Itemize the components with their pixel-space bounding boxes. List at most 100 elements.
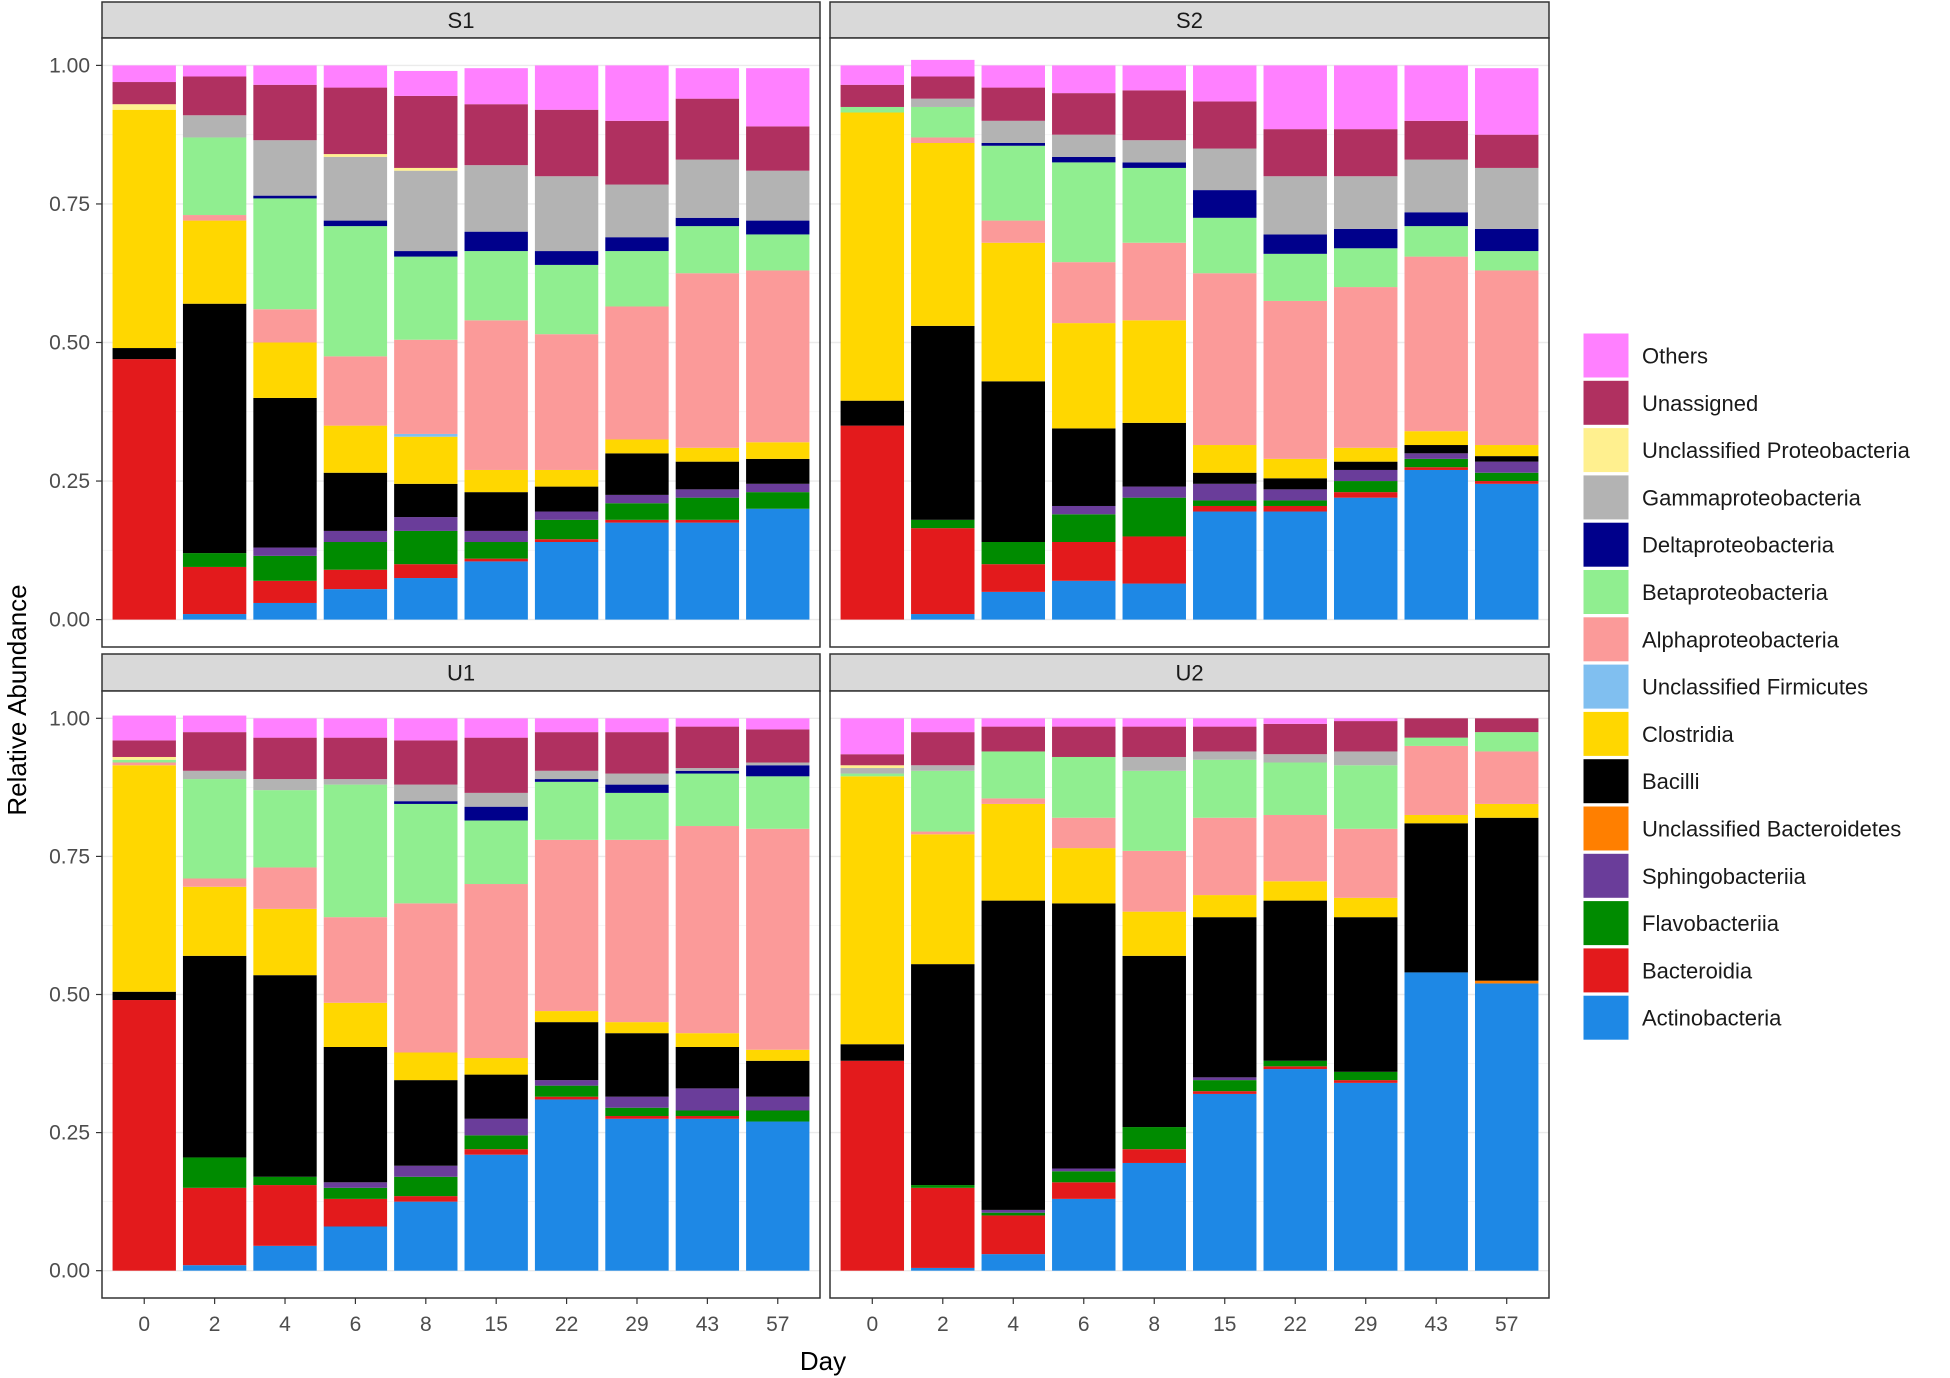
- bar-segment-others: [1193, 65, 1257, 102]
- bar-segment-flavobacteriia: [534, 1085, 599, 1097]
- bar-segment-others: [253, 65, 317, 85]
- bar-segment-actinobacteria: [1122, 1162, 1186, 1271]
- bar-segment-unclassified-firmicutes: [394, 433, 458, 437]
- bar-segment-others: [323, 65, 388, 88]
- y-tick-label: 1.00: [49, 54, 90, 77]
- bar-segment-flavobacteriia: [464, 542, 528, 559]
- bar-segment-unassigned: [464, 737, 528, 793]
- bar-segment-clostridia: [911, 834, 975, 965]
- bar-segment-unassigned: [981, 87, 1045, 121]
- x-tick-label: 2: [937, 1313, 949, 1336]
- bar-segment-unassigned: [746, 729, 810, 763]
- bar-segment-actinobacteria: [1474, 983, 1539, 1271]
- bar-segment-deltaproteobacteria: [394, 251, 458, 257]
- bar-segment-others: [534, 718, 599, 733]
- legend-key: [1582, 758, 1630, 805]
- x-tick-label: 43: [1425, 1313, 1448, 1336]
- bar-segment-clostridia: [323, 1002, 388, 1047]
- bar-segment-actinobacteria: [911, 614, 975, 620]
- bar-segment-gammaproteobacteria: [1334, 751, 1398, 766]
- bar-segment-betaproteobacteria: [675, 226, 740, 274]
- bar-segment-alphaproteobacteria: [675, 826, 740, 1034]
- bar-segment-others: [253, 718, 317, 738]
- bar-segment-others: [746, 718, 810, 730]
- bar-segment-others: [1122, 718, 1186, 727]
- bar-segment-flavobacteriia: [1474, 472, 1539, 482]
- panel-strip: [829, 653, 1550, 692]
- bar-segment-deltaproteobacteria: [534, 779, 599, 782]
- bar-segment-unassigned: [1404, 718, 1468, 738]
- bar-segment-bacilli: [464, 1074, 528, 1119]
- bar-segment-bacilli: [746, 458, 810, 484]
- bar-segment-flavobacteriia: [394, 530, 458, 565]
- bar-segment-deltaproteobacteria: [1193, 190, 1257, 218]
- bar-segment-clostridia: [253, 342, 317, 398]
- bar-segment-gammaproteobacteria: [464, 165, 528, 232]
- bar-segment-unassigned: [605, 732, 669, 774]
- bar-segment-sphingobacteriia: [394, 517, 458, 531]
- bar-segment-deltaproteobacteria: [1334, 228, 1398, 249]
- bar-segment-bacteroidia: [1263, 505, 1327, 512]
- bar-segment-gammaproteobacteria: [675, 768, 740, 771]
- bar-segment-actinobacteria: [1404, 972, 1468, 1271]
- bar-segment-alphaproteobacteria: [981, 220, 1045, 243]
- bar-day-22: [534, 65, 599, 620]
- bar-segment-bacilli: [746, 1060, 810, 1097]
- bar-segment-deltaproteobacteria: [1052, 156, 1116, 163]
- bar-segment-actinobacteria: [981, 1254, 1045, 1271]
- bar-segment-gammaproteobacteria: [1052, 134, 1116, 157]
- bar-day-8: [394, 718, 458, 1271]
- bar-segment-betaproteobacteria: [1052, 162, 1116, 263]
- bar-segment-alphaproteobacteria: [464, 884, 528, 1059]
- bar-day-57: [746, 718, 810, 1271]
- bar-day-6: [323, 718, 388, 1271]
- bar-segment-bacteroidia: [464, 1149, 528, 1155]
- legend-label: Others: [1642, 344, 1708, 369]
- bar-segment-bacteroidia: [1474, 481, 1539, 484]
- bar-segment-clostridia: [1122, 911, 1186, 956]
- x-tick-label: 6: [350, 1313, 362, 1336]
- bar-segment-clostridia: [746, 442, 810, 459]
- bar-segment-others: [112, 65, 176, 83]
- bar-segment-alphaproteobacteria: [1263, 300, 1327, 459]
- bar-segment-betaproteobacteria: [746, 234, 810, 271]
- legend-item-clostridia: Clostridia: [1582, 710, 1734, 757]
- bar-segment-betaproteobacteria: [323, 226, 388, 357]
- bar-segment-unassigned: [534, 109, 599, 177]
- legend-item-others: Others: [1582, 332, 1708, 379]
- bar-segment-alphaproteobacteria: [394, 339, 458, 434]
- bar-segment-clostridia: [1122, 320, 1186, 423]
- bar-segment-unassigned: [394, 95, 458, 168]
- bar-segment-betaproteobacteria: [911, 770, 975, 832]
- bar-segment-alphaproteobacteria: [746, 828, 810, 1050]
- bar-segment-clostridia: [1404, 814, 1468, 824]
- bar-segment-deltaproteobacteria: [1263, 234, 1327, 254]
- legend-label: Flavobacteriia: [1642, 911, 1780, 936]
- bar-segment-bacilli: [1263, 478, 1327, 490]
- legend-key: [1582, 663, 1630, 710]
- bar-segment-actinobacteria: [1052, 1198, 1116, 1271]
- y-tick-label: 0.00: [49, 609, 90, 632]
- bar-segment-clostridia: [1193, 445, 1257, 473]
- bar-segment-others: [464, 68, 528, 105]
- y-tick-label: 0.50: [49, 984, 90, 1007]
- legend-item-unclassified-bacteroidetes: Unclassified Bacteroidetes: [1582, 805, 1901, 852]
- bar-segment-betaproteobacteria: [253, 198, 317, 310]
- bar-segment-gammaproteobacteria: [981, 120, 1045, 143]
- legend-label: Clostridia: [1642, 722, 1734, 747]
- x-tick-label: 57: [1495, 1313, 1518, 1336]
- bar-segment-bacilli: [1193, 472, 1257, 484]
- bar-segment-betaproteobacteria: [1193, 217, 1257, 274]
- bar-segment-flavobacteriia: [323, 542, 388, 570]
- bar-segment-bacteroidia: [394, 564, 458, 579]
- bar-day-43: [1404, 718, 1468, 1271]
- bar-segment-gammaproteobacteria: [253, 140, 317, 196]
- bar-segment-others: [394, 718, 458, 741]
- bar-segment-gammaproteobacteria: [534, 176, 599, 252]
- bar-segment-bacteroidia: [394, 1196, 458, 1202]
- bar-segment-sphingobacteriia: [1334, 469, 1398, 482]
- bar-segment-actinobacteria: [1263, 511, 1327, 620]
- bar-segment-bacilli: [182, 955, 247, 1158]
- bar-segment-unassigned: [1052, 93, 1116, 135]
